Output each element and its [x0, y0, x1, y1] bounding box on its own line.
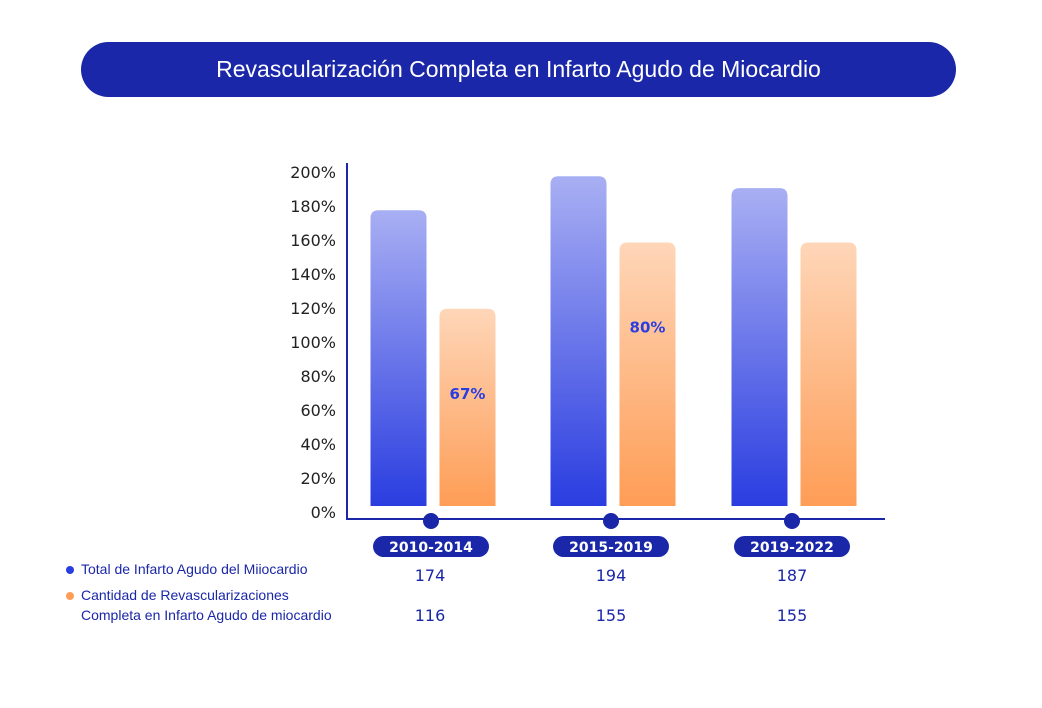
bar-total [370, 210, 427, 506]
y-tick-label: 80% [300, 367, 336, 386]
x-tick-label: 2010-2014 [389, 540, 473, 556]
chart-title: Revascularización Completa en Infarto Ag… [81, 42, 956, 97]
legend-label-total: Total de Infarto Agudo del Miiocardio [81, 561, 308, 577]
y-tick-label: 20% [300, 469, 336, 488]
x-axis-marker [423, 513, 439, 529]
bar-total [550, 176, 607, 506]
bar-revasc [439, 308, 496, 506]
bar-total [731, 188, 788, 506]
y-tick-label: 60% [300, 401, 336, 420]
legend-dot-blue [66, 566, 74, 575]
bar-revasc [800, 242, 857, 506]
x-tick-label: 2019-2022 [750, 540, 834, 556]
bar-data-label: 80% [630, 319, 666, 337]
bar-revasc [619, 242, 676, 506]
x-tick-label: 2015-2019 [569, 540, 653, 556]
value-revasc-2: 155 [776, 606, 808, 625]
category-pill [553, 536, 669, 557]
legend-dot-orange [66, 592, 74, 601]
y-tick-label: 120% [290, 299, 336, 318]
value-revasc-0: 116 [414, 606, 446, 625]
y-tick-label: 0% [311, 503, 336, 522]
y-tick-label: 160% [290, 231, 336, 250]
x-axis-marker [603, 513, 619, 529]
value-revasc-1: 155 [595, 606, 627, 625]
y-tick-label: 40% [300, 435, 336, 454]
bar-data-label: 67% [450, 385, 486, 403]
y-tick-label: 200% [290, 163, 336, 182]
value-total-1: 194 [595, 566, 627, 585]
legend-item-total: Total de Infarto Agudo del Miiocardio [66, 559, 307, 579]
value-total-0: 174 [414, 566, 446, 585]
y-tick-label: 180% [290, 197, 336, 216]
legend-item-revasc: Cantidad de Revascularizaciones Completa… [66, 585, 332, 625]
legend-label-revasc-2: Completa en Infarto Agudo de miocardio [81, 607, 332, 623]
category-pill [734, 536, 850, 557]
category-pill [373, 536, 489, 557]
y-tick-label: 100% [290, 333, 336, 352]
y-tick-label: 140% [290, 265, 336, 284]
x-axis-marker [784, 513, 800, 529]
value-total-2: 187 [776, 566, 808, 585]
legend-label-revasc-1: Cantidad de Revascularizaciones [81, 587, 289, 603]
